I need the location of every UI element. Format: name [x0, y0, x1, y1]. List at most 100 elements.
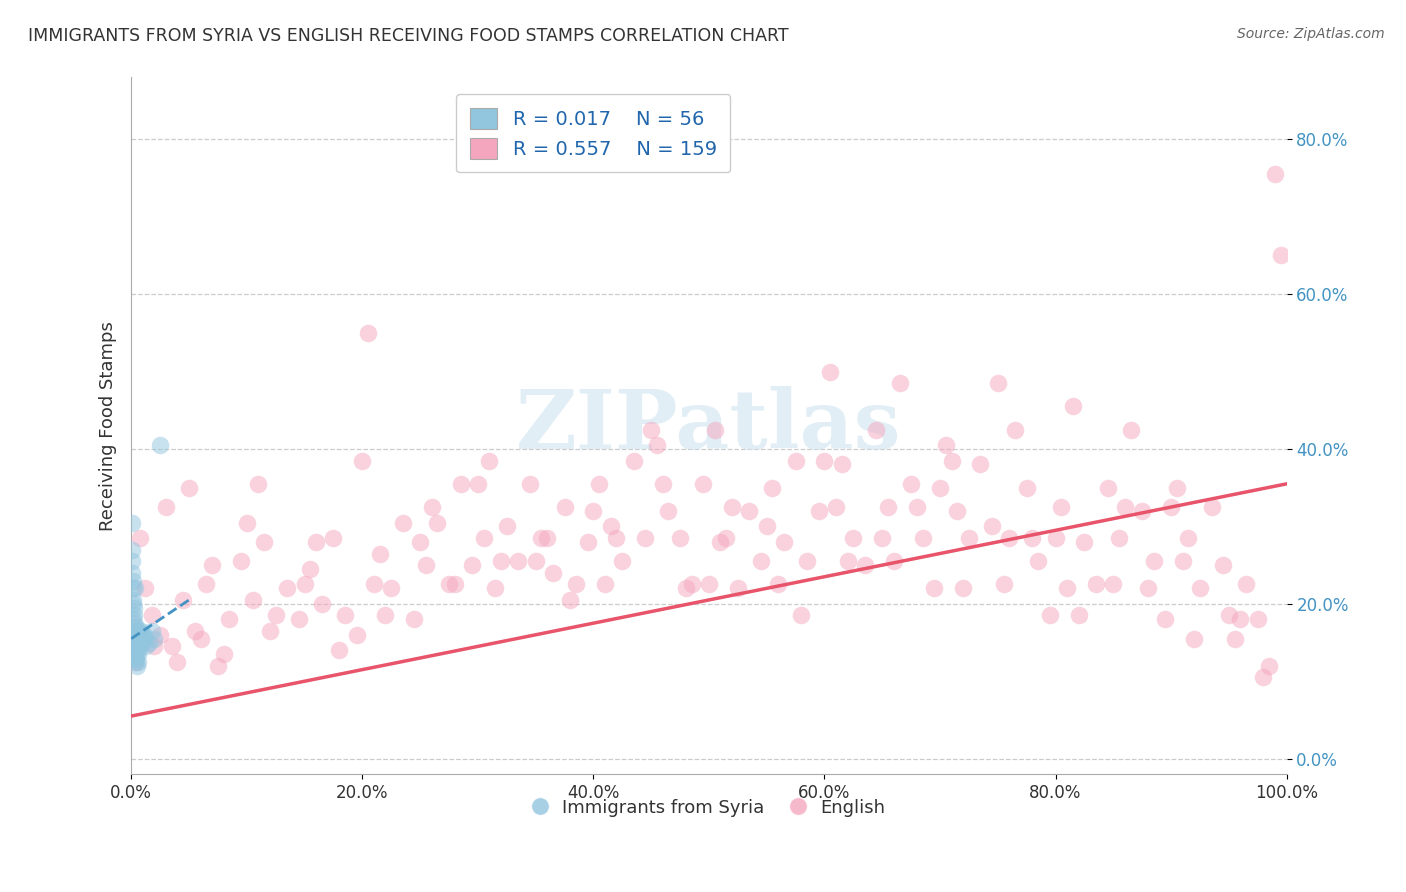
Point	[155, 500, 177, 514]
Point	[346, 628, 368, 642]
Point	[190, 632, 212, 646]
Point	[131, 635, 153, 649]
Point	[125, 655, 148, 669]
Y-axis label: Receiving Food Stamps: Receiving Food Stamps	[100, 321, 117, 531]
Point	[122, 608, 145, 623]
Point	[768, 577, 790, 591]
Point	[328, 643, 350, 657]
Point	[911, 531, 934, 545]
Point	[1258, 658, 1281, 673]
Point	[368, 547, 391, 561]
Point	[1084, 577, 1107, 591]
Point	[305, 535, 328, 549]
Point	[229, 554, 252, 568]
Point	[124, 635, 146, 649]
Point	[1114, 500, 1136, 514]
Point	[138, 635, 160, 649]
Point	[813, 453, 835, 467]
Point	[177, 481, 200, 495]
Point	[124, 628, 146, 642]
Point	[1119, 423, 1142, 437]
Point	[1015, 481, 1038, 495]
Point	[127, 628, 149, 642]
Point	[122, 593, 145, 607]
Point	[1073, 535, 1095, 549]
Point	[374, 608, 396, 623]
Point	[837, 554, 859, 568]
Point	[484, 582, 506, 596]
Point	[957, 531, 980, 545]
Point	[132, 628, 155, 642]
Point	[1270, 248, 1292, 262]
Point	[478, 453, 501, 467]
Point	[131, 632, 153, 646]
Point	[201, 558, 224, 573]
Point	[761, 481, 783, 495]
Point	[129, 632, 152, 646]
Point	[143, 632, 166, 646]
Point	[922, 582, 945, 596]
Point	[1264, 167, 1286, 181]
Point	[870, 531, 893, 545]
Point	[121, 542, 143, 557]
Point	[1062, 400, 1084, 414]
Point	[853, 558, 876, 573]
Point	[987, 376, 1010, 391]
Point	[612, 554, 634, 568]
Point	[865, 423, 887, 437]
Point	[640, 423, 662, 437]
Point	[242, 593, 264, 607]
Legend: Immigrants from Syria, English: Immigrants from Syria, English	[526, 791, 893, 824]
Point	[818, 365, 841, 379]
Point	[264, 608, 287, 623]
Point	[132, 632, 155, 646]
Point	[727, 582, 749, 596]
Point	[363, 577, 385, 591]
Point	[1067, 608, 1090, 623]
Text: IMMIGRANTS FROM SYRIA VS ENGLISH RECEIVING FOOD STAMPS CORRELATION CHART: IMMIGRANTS FROM SYRIA VS ENGLISH RECEIVI…	[28, 27, 789, 45]
Point	[645, 438, 668, 452]
Point	[131, 628, 153, 642]
Point	[1253, 670, 1275, 684]
Point	[1160, 500, 1182, 514]
Point	[259, 624, 281, 638]
Point	[121, 554, 143, 568]
Point	[121, 597, 143, 611]
Point	[582, 504, 605, 518]
Point	[738, 504, 761, 518]
Point	[1247, 612, 1270, 626]
Point	[129, 624, 152, 638]
Point	[125, 658, 148, 673]
Point	[697, 577, 720, 591]
Point	[121, 566, 143, 580]
Point	[322, 531, 344, 545]
Point	[692, 476, 714, 491]
Point	[1201, 500, 1223, 514]
Point	[127, 635, 149, 649]
Point	[128, 632, 150, 646]
Point	[565, 577, 588, 591]
Point	[129, 640, 152, 654]
Point	[122, 628, 145, 642]
Point	[380, 582, 402, 596]
Point	[125, 640, 148, 654]
Point	[129, 635, 152, 649]
Point	[287, 612, 309, 626]
Point	[941, 453, 963, 467]
Point	[790, 608, 813, 623]
Point	[1212, 558, 1234, 573]
Point	[420, 500, 443, 514]
Point	[842, 531, 865, 545]
Point	[124, 655, 146, 669]
Point	[1229, 612, 1251, 626]
Point	[127, 647, 149, 661]
Point	[998, 531, 1021, 545]
Point	[588, 476, 610, 491]
Point	[160, 640, 183, 654]
Point	[415, 558, 437, 573]
Point	[128, 624, 150, 638]
Point	[253, 535, 276, 549]
Point	[122, 600, 145, 615]
Point	[675, 582, 697, 596]
Point	[969, 458, 991, 472]
